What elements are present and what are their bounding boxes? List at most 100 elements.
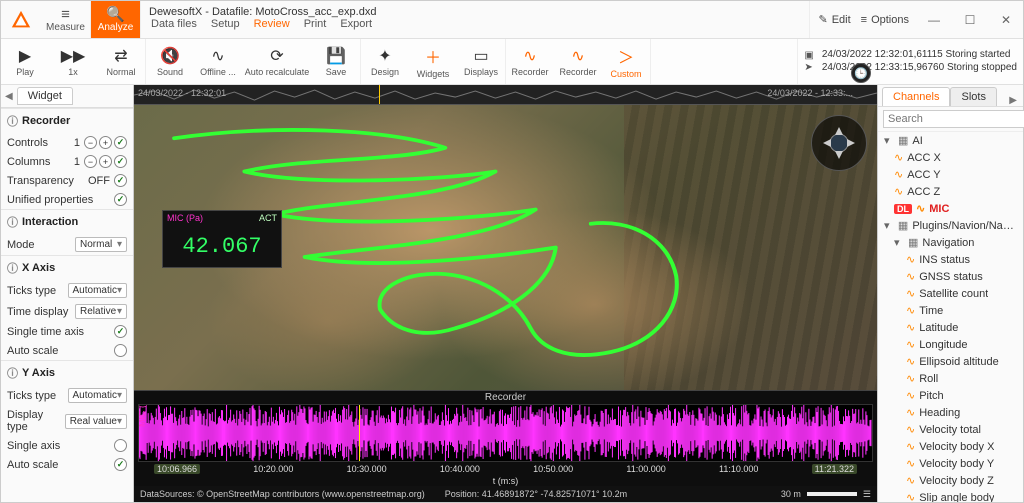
tab-review[interactable]: Review (254, 18, 290, 30)
signal-icon: ∿ (906, 423, 915, 436)
tree-node-mic[interactable]: DL∿MIC (878, 200, 1023, 217)
footer-scale: 30 m ☰ (781, 489, 871, 500)
dropdown-ticks-type[interactable]: Automatic▾ (68, 283, 128, 298)
tree-node-velocity-total[interactable]: ∿Velocity total (878, 421, 1023, 438)
radio-single-time-axis[interactable]: ✓ (114, 325, 127, 338)
timeline[interactable]: 24/03/2022 - 12:32:01 24/03/2022 - 12:33… (134, 85, 877, 105)
btn-check[interactable]: ✓ (114, 136, 127, 149)
tab-channels[interactable]: Channels (882, 87, 950, 106)
toolbar: ▶Play▶▶1x⇄Normal🔇Sound∿Offline ...⟳Auto … (1, 39, 1023, 85)
play-button-icon: ▶ (19, 46, 31, 66)
tree-node-satellite-count[interactable]: ∿Satellite count (878, 285, 1023, 302)
widgets-button[interactable]: ＋Widgets (409, 39, 457, 84)
signal-icon: ∿ (906, 270, 915, 283)
footer-datasource: DataSources: © OpenStreetMap contributor… (140, 489, 425, 499)
signal-icon: ∿ (906, 355, 915, 368)
storing-start-icon: ▣ (804, 50, 813, 61)
recorder1-button[interactable]: ∿Recorder (506, 39, 554, 84)
maximize-button[interactable]: ☐ (953, 8, 987, 32)
tree-node-pitch[interactable]: ∿Pitch (878, 387, 1023, 404)
play-button[interactable]: ▶Play (1, 39, 49, 84)
signal-icon: ∿ (906, 321, 915, 334)
tree-node-acc-x[interactable]: ∿ACC X (878, 149, 1023, 166)
sound-button[interactable]: 🔇Sound (146, 39, 194, 84)
custom-button[interactable]: ＞Custom (602, 39, 650, 84)
tab-export[interactable]: Export (340, 18, 372, 30)
channel-tree: ▾▦AI∿ACC X∿ACC Y∿ACC ZDL∿MIC▾▦Plugins/Na… (878, 132, 1023, 502)
tree-node-navigation[interactable]: ▾▦Navigation (878, 234, 1023, 251)
displays-button[interactable]: ▭Displays (457, 39, 505, 84)
timeline-marker[interactable] (379, 85, 380, 104)
tree-node-velocity-body-x[interactable]: ∿Velocity body X (878, 438, 1023, 455)
signal-icon: ∿ (906, 440, 915, 453)
btn-minus[interactable]: − (84, 155, 97, 168)
btn-check[interactable]: ✓ (114, 155, 127, 168)
offline-button[interactable]: ∿Offline ... (194, 39, 242, 84)
btn-check[interactable]: ✓ (114, 174, 127, 187)
radio-single-axis[interactable] (114, 439, 127, 452)
save-button[interactable]: 💾Save (312, 39, 360, 84)
channel-search: 🔍 ⓘ (878, 107, 1023, 132)
radio-auto-scale[interactable]: ✓ (114, 458, 127, 471)
badge: DL (894, 204, 912, 214)
layers-icon[interactable]: ☰ (863, 489, 871, 500)
recorder2-button[interactable]: ∿Recorder (554, 39, 602, 84)
tab-data-files[interactable]: Data files (151, 18, 197, 30)
btn-minus[interactable]: − (84, 136, 97, 149)
tree-node-acc-z[interactable]: ∿ACC Z (878, 183, 1023, 200)
close-button[interactable]: ✕ (989, 8, 1023, 32)
tree-node-velocity-body-y[interactable]: ∿Velocity body Y (878, 455, 1023, 472)
design-button[interactable]: ✦Design (361, 39, 409, 84)
search-input[interactable] (883, 110, 1024, 128)
row-controls: Controls1−+✓ (1, 133, 133, 152)
tree-node-gnss-status[interactable]: ∿GNSS status (878, 268, 1023, 285)
tree-node-velocity-body-z[interactable]: ∿Velocity body Z (878, 472, 1023, 489)
minimize-button[interactable]: — (917, 8, 951, 32)
edit-button[interactable]: ✎ Edit (818, 13, 850, 26)
dropdown-display-type[interactable]: Real value▾ (65, 414, 127, 429)
xtick: 10:40.000 (440, 464, 480, 474)
file-tabs: Data files Setup Review Print Export (149, 18, 801, 34)
tab-print[interactable]: Print (304, 18, 327, 30)
tree-node-ai[interactable]: ▾▦AI (878, 132, 1023, 149)
btn-plus[interactable]: + (99, 155, 112, 168)
tree-node-ins-status[interactable]: ∿INS status (878, 251, 1023, 268)
clock-icon[interactable]: 🕒 (851, 63, 871, 83)
row-columns: Columns1−+✓ (1, 152, 133, 171)
btn-check[interactable]: ✓ (114, 193, 127, 206)
recorder-cursor[interactable] (359, 405, 360, 461)
map-area[interactable]: MIC (Pa) ACT 42.067 (134, 105, 877, 390)
tree-node-slip-angle-body[interactable]: ∿Slip angle body (878, 489, 1023, 502)
options-button[interactable]: ≡ Options (861, 14, 909, 26)
tree-node-acc-y[interactable]: ∿ACC Y (878, 166, 1023, 183)
dropdown-time-display[interactable]: Relative▾ (75, 304, 127, 319)
tree-node-heading[interactable]: ∿Heading (878, 404, 1023, 421)
radio-auto-scale[interactable] (114, 344, 127, 357)
tree-node-roll[interactable]: ∿Roll (878, 370, 1023, 387)
left-collapse-icon[interactable]: ◀ (5, 91, 13, 102)
expander-icon[interactable]: ▾ (894, 236, 904, 249)
tab-setup[interactable]: Setup (211, 18, 240, 30)
auto-recalc-button[interactable]: ⟳Auto recalculate (242, 39, 312, 84)
footer-position: Position: 41.46891872° -74.82571071° 10.… (445, 489, 627, 499)
widget-tab[interactable]: Widget (17, 87, 73, 105)
compass-control[interactable] (811, 115, 867, 171)
tab-slots[interactable]: Slots (950, 87, 996, 106)
normal-button[interactable]: ⇄Normal (97, 39, 145, 84)
expander-icon[interactable]: ▾ (884, 219, 894, 232)
dropdown-ticks-type[interactable]: Automatic▾ (68, 388, 128, 403)
tree-node-plugins-navion-navi-[interactable]: ▾▦Plugins/Navion/Navi... (878, 217, 1023, 234)
analyze-icon: 🔍 (106, 7, 125, 22)
tree-node-ellipsoid-altitude[interactable]: ∿Ellipsoid altitude (878, 353, 1023, 370)
speed-button[interactable]: ▶▶1x (49, 39, 97, 84)
recorder-waveform[interactable]: MIC (Pa) (138, 404, 873, 462)
tree-node-time[interactable]: ∿Time (878, 302, 1023, 319)
mode-measure[interactable]: ≡Measure (41, 1, 91, 38)
right-collapse-icon[interactable]: ▶ (1003, 95, 1023, 106)
expander-icon[interactable]: ▾ (884, 134, 894, 147)
dropdown-mode[interactable]: Normal▾ (75, 237, 127, 252)
btn-plus[interactable]: + (99, 136, 112, 149)
tree-node-latitude[interactable]: ∿Latitude (878, 319, 1023, 336)
tree-node-longitude[interactable]: ∿Longitude (878, 336, 1023, 353)
mode-analyze[interactable]: 🔍Analyze (91, 1, 141, 38)
